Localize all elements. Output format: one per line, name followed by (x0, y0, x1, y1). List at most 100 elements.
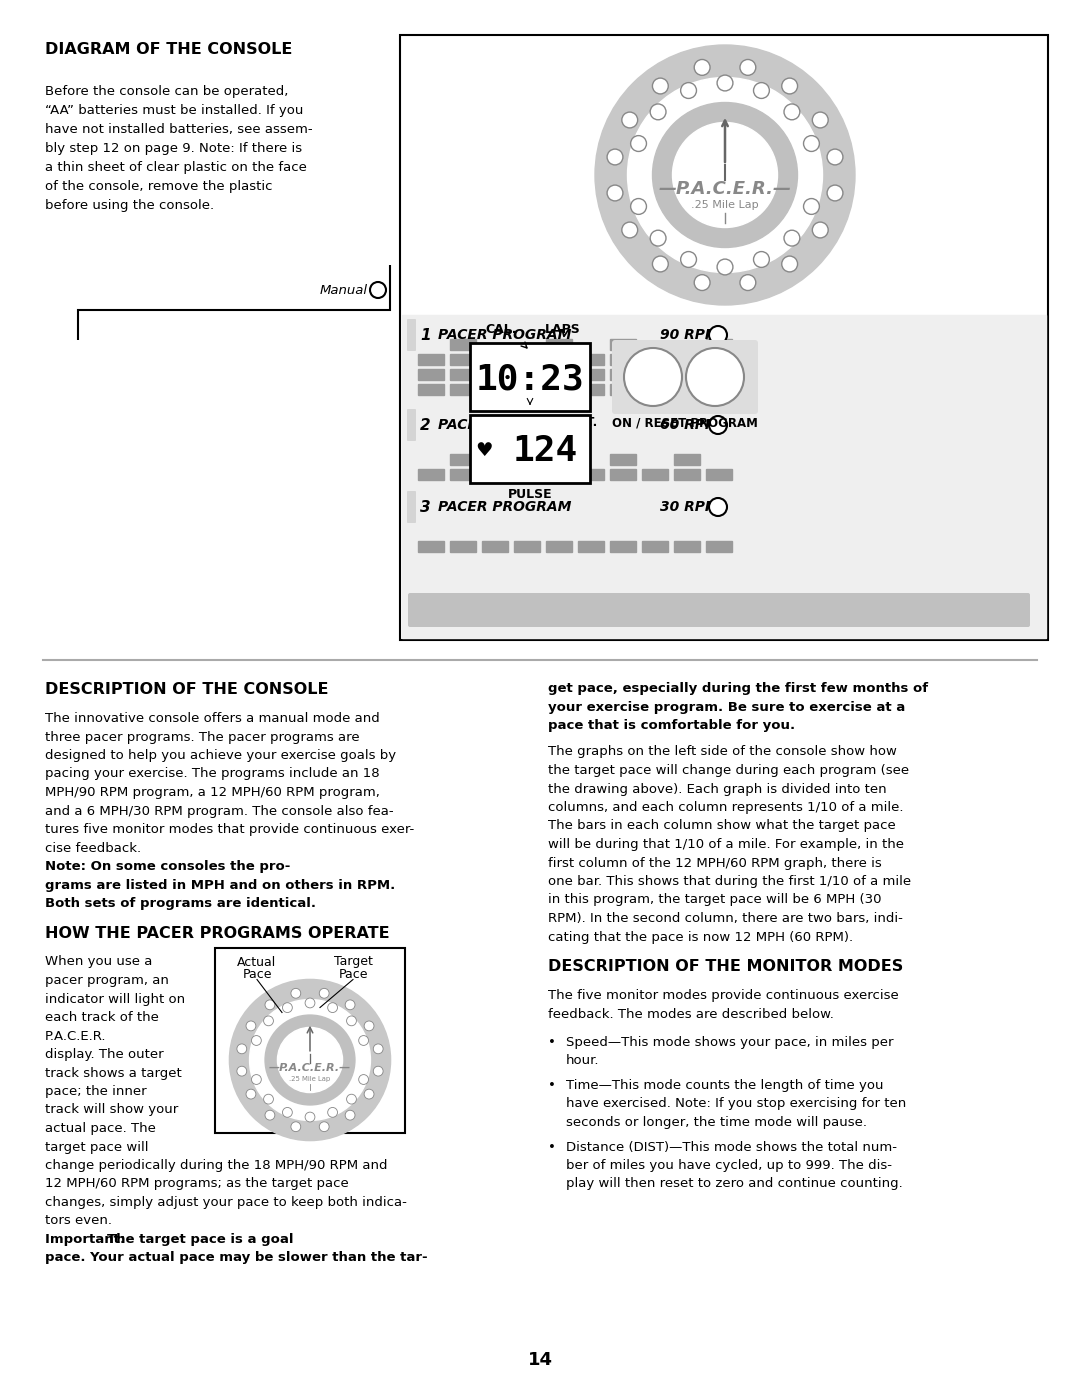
Bar (482, 384, 508, 395)
Text: “AA” batteries must be installed. If you: “AA” batteries must be installed. If you (45, 103, 303, 117)
Bar (418, 353, 444, 365)
Bar (546, 353, 572, 365)
Circle shape (305, 1112, 315, 1122)
Circle shape (364, 1021, 374, 1031)
Circle shape (291, 989, 300, 999)
Bar (674, 369, 700, 380)
Text: cating that the pace is now 12 MPH (60 RPM).: cating that the pace is now 12 MPH (60 R… (548, 930, 853, 943)
Text: before using the console.: before using the console. (45, 198, 214, 212)
Bar (546, 339, 572, 351)
Text: Important:: Important: (45, 1234, 130, 1246)
FancyBboxPatch shape (407, 490, 416, 522)
Bar (482, 469, 508, 481)
Bar (706, 339, 732, 351)
Text: .25 Mile Lap: .25 Mile Lap (289, 1076, 330, 1081)
Text: the target pace will change during each program (see: the target pace will change during each … (548, 764, 909, 777)
Circle shape (827, 184, 842, 201)
Bar (706, 369, 732, 380)
Text: •: • (548, 1140, 556, 1154)
Bar (642, 384, 669, 395)
Text: PACER PROGRAM: PACER PROGRAM (438, 418, 571, 432)
Text: columns, and each column represents 1/10 of a mile.: columns, and each column represents 1/10… (548, 800, 904, 814)
Circle shape (320, 1122, 329, 1132)
Bar (546, 384, 572, 395)
Circle shape (370, 282, 386, 298)
Circle shape (246, 1021, 256, 1031)
Bar (706, 384, 732, 395)
Text: 14: 14 (527, 1351, 553, 1369)
Text: feedback. The modes are described below.: feedback. The modes are described below. (548, 1007, 834, 1020)
Text: 2: 2 (420, 418, 431, 433)
Text: DESCRIPTION OF THE MONITOR MODES: DESCRIPTION OF THE MONITOR MODES (548, 958, 903, 974)
Text: your exercise program. Be sure to exercise at a: your exercise program. Be sure to exerci… (548, 700, 905, 714)
Text: pace that is comfortable for you.: pace that is comfortable for you. (548, 719, 795, 732)
Ellipse shape (624, 348, 681, 407)
Bar (642, 369, 669, 380)
Text: Actual: Actual (238, 956, 276, 968)
Circle shape (246, 1090, 256, 1099)
Text: .25 Mile Lap: .25 Mile Lap (691, 200, 759, 210)
Circle shape (347, 1094, 356, 1104)
Bar (706, 541, 732, 552)
Text: pace; the inner: pace; the inner (45, 1085, 147, 1098)
Text: will be during that 1/10 of a mile. For example, in the: will be during that 1/10 of a mile. For … (548, 838, 904, 851)
Circle shape (364, 1090, 374, 1099)
Circle shape (827, 149, 842, 165)
Circle shape (264, 1094, 273, 1104)
FancyBboxPatch shape (408, 592, 1030, 627)
Bar (514, 454, 540, 465)
Text: 10:23: 10:23 (475, 363, 584, 397)
Text: The target pace is a goal: The target pace is a goal (107, 1234, 294, 1246)
Text: Speed—This mode shows your pace, in miles per: Speed—This mode shows your pace, in mile… (566, 1037, 893, 1049)
Text: change periodically during the 18 MPH/90 RPM and: change periodically during the 18 MPH/90… (45, 1160, 388, 1172)
Circle shape (346, 1111, 355, 1120)
Text: designed to help you achieve your exercise goals by: designed to help you achieve your exerci… (45, 749, 396, 761)
Text: SPEED  TIME  DIST.: SPEED TIME DIST. (472, 416, 597, 429)
Text: The bars in each column show what the target pace: The bars in each column show what the ta… (548, 820, 895, 833)
Text: When you use a: When you use a (45, 956, 152, 968)
Text: PACER PROGRAM: PACER PROGRAM (438, 328, 571, 342)
Circle shape (359, 1074, 368, 1084)
Text: three pacer programs. The pacer programs are: three pacer programs. The pacer programs… (45, 731, 360, 743)
Text: get pace, especially during the first few months of: get pace, especially during the first fe… (548, 682, 928, 694)
Bar (418, 469, 444, 481)
Text: Manual: Manual (320, 284, 368, 296)
Ellipse shape (249, 999, 370, 1120)
Text: PACER PROGRAM: PACER PROGRAM (438, 500, 571, 514)
Text: ♥: ♥ (475, 441, 492, 461)
Bar (470, 415, 590, 483)
Bar (674, 454, 700, 465)
Bar (642, 353, 669, 365)
Bar (418, 369, 444, 380)
Text: •: • (548, 1037, 556, 1049)
Text: seconds or longer, the time mode will pause.: seconds or longer, the time mode will pa… (566, 1116, 867, 1129)
Text: MPH/90 RPM program, a 12 MPH/60 RPM program,: MPH/90 RPM program, a 12 MPH/60 RPM prog… (45, 787, 380, 799)
Bar (450, 369, 476, 380)
Text: have not installed batteries, see assem-: have not installed batteries, see assem- (45, 123, 312, 136)
Circle shape (607, 149, 623, 165)
Bar (400, 35, 1048, 640)
Circle shape (650, 231, 666, 246)
Text: have exercised. Note: If you stop exercising for ten: have exercised. Note: If you stop exerci… (566, 1098, 906, 1111)
Text: 1: 1 (420, 327, 431, 342)
Bar (610, 469, 636, 481)
Ellipse shape (686, 348, 744, 407)
Bar (610, 353, 636, 365)
Circle shape (680, 82, 697, 98)
FancyBboxPatch shape (407, 319, 416, 351)
Text: the drawing above). Each graph is divided into ten: the drawing above). Each graph is divide… (548, 782, 887, 795)
Text: grams are listed in MPH and on others in RPM.: grams are listed in MPH and on others in… (45, 879, 395, 891)
Bar (482, 353, 508, 365)
Text: Target: Target (334, 956, 373, 968)
Ellipse shape (265, 1016, 355, 1105)
Text: tures five monitor modes that provide continuous exer-: tures five monitor modes that provide co… (45, 823, 415, 835)
Circle shape (740, 275, 756, 291)
Text: 30 RPM: 30 RPM (660, 500, 718, 514)
Text: DESCRIPTION OF THE CONSOLE: DESCRIPTION OF THE CONSOLE (45, 682, 328, 697)
Text: play will then reset to zero and continue counting.: play will then reset to zero and continu… (566, 1178, 903, 1190)
Bar (514, 384, 540, 395)
Text: HOW THE PACER PROGRAMS OPERATE: HOW THE PACER PROGRAMS OPERATE (45, 925, 390, 940)
Circle shape (327, 1108, 338, 1118)
Text: 124: 124 (512, 434, 578, 468)
Circle shape (804, 136, 820, 151)
